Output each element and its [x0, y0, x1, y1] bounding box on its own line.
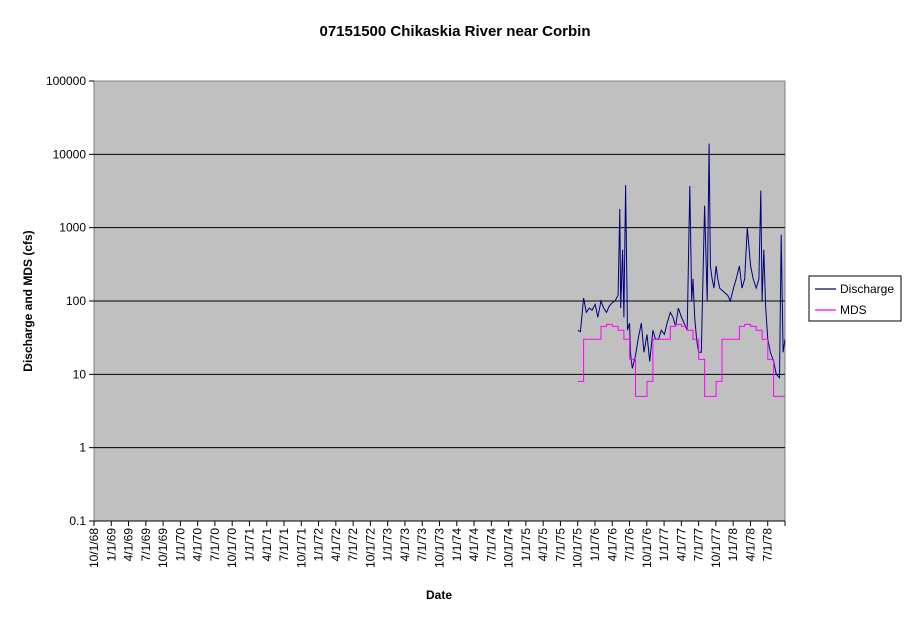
x-tick-label: 10/1/69 [156, 528, 170, 568]
series-line-mds [577, 323, 785, 397]
x-tick-label: 7/1/77 [692, 528, 706, 562]
x-tick-label: 1/1/71 [242, 528, 256, 562]
y-axis: 0.1 1 10 100 1000 10000 100000 [46, 74, 94, 528]
x-tick-label: 1/1/78 [726, 528, 740, 562]
y-axis-title: Discharge and MDS (cfs) [21, 230, 35, 371]
x-axis: 10/1/68 1/1/69 4/1/69 7/1/69 10/1/69 1/1/70 4/… [87, 520, 786, 568]
x-tick-label: 7/1/72 [346, 528, 360, 562]
x-tick-label: 4/1/75 [536, 528, 550, 562]
x-tick-label: 1/1/77 [657, 528, 671, 562]
legend: Discharge MDS [808, 275, 902, 322]
y-tick-label: 10000 [53, 147, 87, 161]
x-tick-label: 1/1/76 [588, 528, 602, 562]
x-tick-label: 7/1/74 [484, 528, 498, 562]
y-tick-label: 10 [73, 367, 87, 381]
x-tick-label: 1/1/73 [381, 528, 395, 562]
series-layer [577, 143, 786, 397]
y-tick-label: 1000 [59, 221, 86, 235]
gridlines [94, 153, 785, 449]
x-tick-label: 7/1/76 [623, 528, 637, 562]
x-tick-label: 10/1/74 [502, 528, 516, 568]
x-tick-label: 10/1/76 [640, 528, 654, 568]
x-tick-label: 7/1/75 [553, 528, 567, 562]
x-tick-label: 10/1/73 [433, 528, 447, 568]
x-tick-label: 1/1/70 [173, 528, 187, 562]
x-tick-label: 7/1/70 [208, 528, 222, 562]
y-tick-label: 100 [66, 294, 86, 308]
x-tick-label: 1/1/72 [312, 528, 326, 562]
x-tick-label: 10/1/75 [571, 528, 585, 568]
x-tick-label: 7/1/71 [277, 528, 291, 562]
x-tick-label: 7/1/73 [415, 528, 429, 562]
x-tick-label: 7/1/78 [761, 528, 775, 562]
x-tick-label: 4/1/72 [329, 528, 343, 562]
legend-label-mds: MDS [840, 303, 867, 317]
y-tick-label: 1 [79, 441, 86, 455]
x-tick-label: 4/1/78 [743, 528, 757, 562]
x-tick-label: 1/1/74 [450, 528, 464, 562]
x-tick-label: 4/1/74 [467, 528, 481, 562]
legend-label-discharge: Discharge [840, 282, 894, 296]
chart-title: 07151500 Chikaskia River near Corbin [320, 23, 591, 40]
x-tick-label: 4/1/77 [674, 528, 688, 562]
y-tick-label: 100000 [46, 74, 86, 88]
x-tick-label: 10/1/70 [225, 528, 239, 568]
x-tick-label: 10/1/68 [87, 528, 101, 568]
x-tick-label: 4/1/69 [122, 528, 136, 562]
x-tick-label: 1/1/69 [104, 528, 118, 562]
x-tick-label: 10/1/71 [294, 528, 308, 568]
x-tick-label: 10/1/77 [709, 528, 723, 568]
x-tick-label: 10/1/72 [363, 528, 377, 568]
x-tick-label: 7/1/69 [139, 528, 153, 562]
x-tick-label: 4/1/73 [398, 528, 412, 562]
legend-box [808, 275, 902, 322]
x-tick-label: 4/1/76 [605, 528, 619, 562]
x-tick-label: 4/1/70 [191, 528, 205, 562]
x-tick-label: 4/1/71 [260, 528, 274, 562]
x-axis-title: Date [426, 588, 452, 602]
x-tick-label: 1/1/75 [519, 528, 533, 562]
y-tick-label: 0.1 [69, 514, 86, 528]
